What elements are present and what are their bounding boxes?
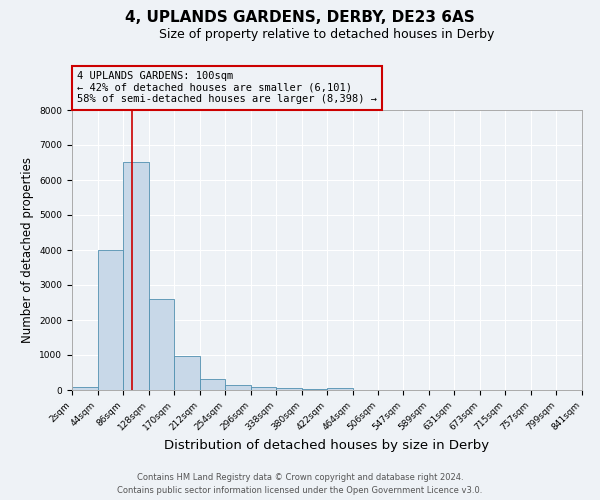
Text: 4, UPLANDS GARDENS, DERBY, DE23 6AS: 4, UPLANDS GARDENS, DERBY, DE23 6AS: [125, 10, 475, 25]
Bar: [302, 389, 328, 390]
Bar: [276, 388, 302, 390]
Bar: [174, 356, 200, 390]
Text: Contains HM Land Registry data © Crown copyright and database right 2024.
Contai: Contains HM Land Registry data © Crown c…: [118, 474, 482, 495]
Bar: [72, 388, 98, 390]
Y-axis label: Number of detached properties: Number of detached properties: [21, 157, 34, 343]
X-axis label: Distribution of detached houses by size in Derby: Distribution of detached houses by size …: [164, 439, 490, 452]
Bar: [98, 250, 123, 390]
Bar: [123, 162, 149, 390]
Bar: [225, 386, 251, 390]
Bar: [200, 379, 225, 390]
Bar: [328, 388, 353, 390]
Bar: [251, 387, 276, 390]
Bar: [149, 299, 174, 390]
Text: 4 UPLANDS GARDENS: 100sqm
← 42% of detached houses are smaller (6,101)
58% of se: 4 UPLANDS GARDENS: 100sqm ← 42% of detac…: [77, 71, 377, 104]
Title: Size of property relative to detached houses in Derby: Size of property relative to detached ho…: [160, 28, 494, 41]
